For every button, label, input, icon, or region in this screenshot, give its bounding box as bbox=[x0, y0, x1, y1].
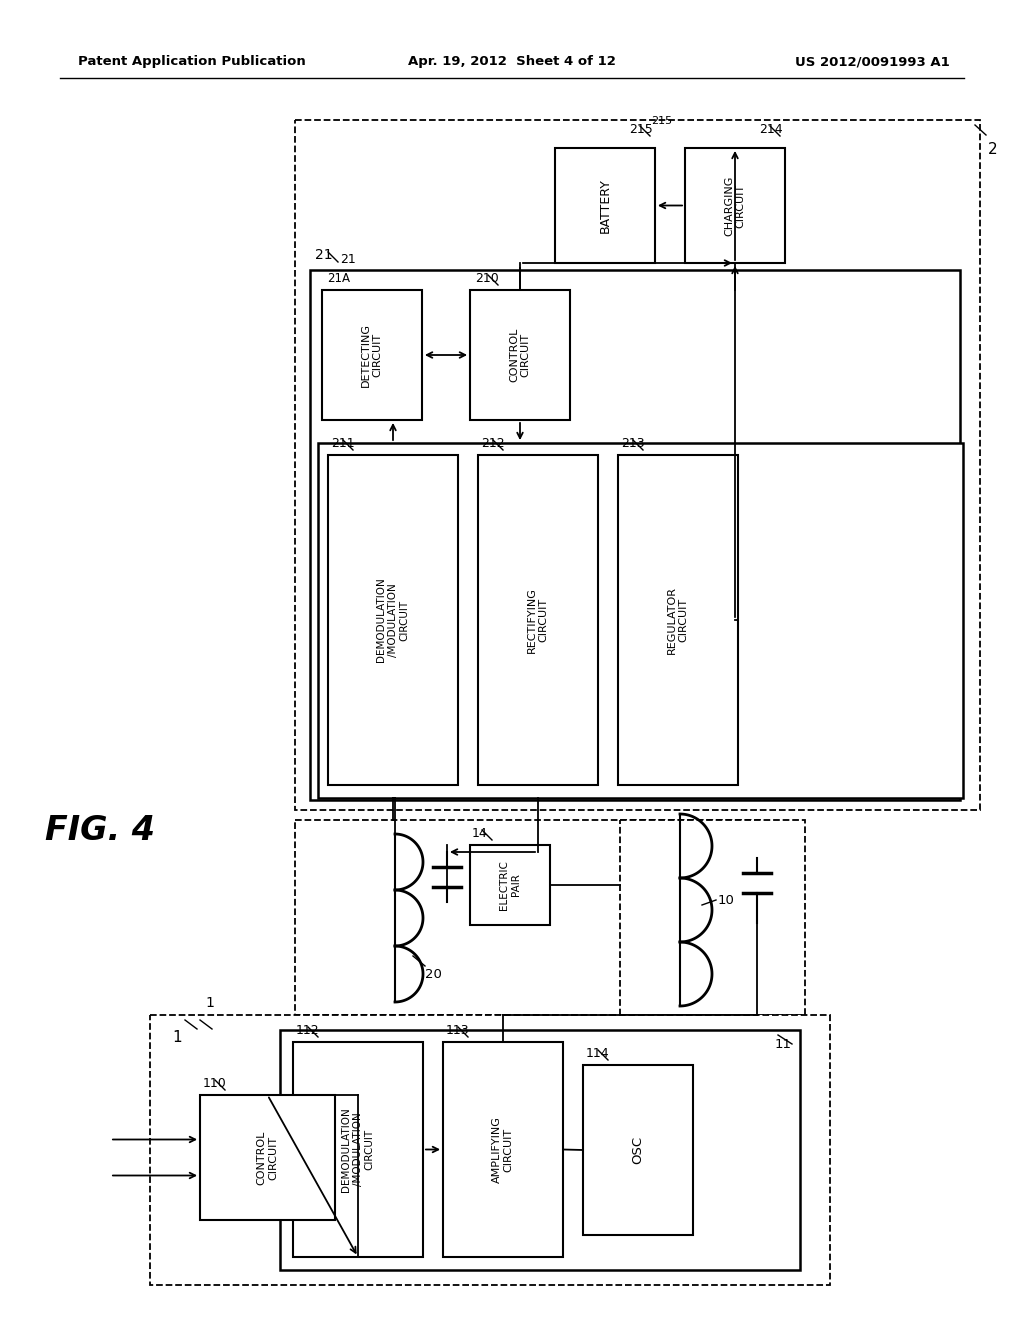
Text: DETECTING
CIRCUIT: DETECTING CIRCUIT bbox=[361, 323, 383, 387]
Text: 211: 211 bbox=[331, 437, 354, 450]
Text: 21: 21 bbox=[315, 248, 333, 261]
FancyBboxPatch shape bbox=[478, 455, 598, 785]
FancyBboxPatch shape bbox=[583, 1065, 693, 1236]
FancyBboxPatch shape bbox=[470, 290, 570, 420]
FancyBboxPatch shape bbox=[200, 1096, 335, 1220]
FancyBboxPatch shape bbox=[443, 1041, 563, 1257]
Text: 10: 10 bbox=[718, 894, 735, 907]
FancyBboxPatch shape bbox=[618, 455, 738, 785]
FancyBboxPatch shape bbox=[310, 271, 961, 800]
Text: 2: 2 bbox=[988, 143, 997, 157]
Text: 113: 113 bbox=[446, 1024, 470, 1038]
FancyBboxPatch shape bbox=[328, 455, 458, 785]
Text: DEMODULATION
/MODULATION
CIRCUIT: DEMODULATION /MODULATION CIRCUIT bbox=[341, 1107, 375, 1192]
Text: 14: 14 bbox=[472, 828, 487, 840]
Text: CONTROL
CIRCUIT: CONTROL CIRCUIT bbox=[509, 327, 530, 383]
Text: DEMODULATION
/MODULATION
CIRCUIT: DEMODULATION /MODULATION CIRCUIT bbox=[377, 578, 410, 663]
Text: 215: 215 bbox=[651, 116, 672, 125]
FancyBboxPatch shape bbox=[318, 444, 963, 799]
Text: 214: 214 bbox=[760, 123, 783, 136]
Text: 212: 212 bbox=[481, 437, 505, 450]
Text: 210: 210 bbox=[475, 272, 499, 285]
Text: RECTIFYING
CIRCUIT: RECTIFYING CIRCUIT bbox=[527, 587, 549, 653]
FancyBboxPatch shape bbox=[280, 1030, 800, 1270]
Text: REGULATOR
CIRCUIT: REGULATOR CIRCUIT bbox=[668, 586, 689, 653]
Text: 1: 1 bbox=[206, 997, 214, 1010]
FancyBboxPatch shape bbox=[555, 148, 655, 263]
Text: 11: 11 bbox=[775, 1038, 792, 1051]
Text: Patent Application Publication: Patent Application Publication bbox=[78, 55, 306, 69]
FancyBboxPatch shape bbox=[295, 120, 980, 810]
Text: ELECTRIC
PAIR: ELECTRIC PAIR bbox=[500, 861, 521, 909]
Text: 112: 112 bbox=[296, 1024, 319, 1038]
FancyBboxPatch shape bbox=[470, 845, 550, 925]
Text: FIG. 4: FIG. 4 bbox=[45, 813, 155, 846]
Text: 215: 215 bbox=[630, 123, 653, 136]
Text: 21A: 21A bbox=[327, 272, 350, 285]
Text: 114: 114 bbox=[586, 1047, 609, 1060]
FancyBboxPatch shape bbox=[620, 820, 805, 1015]
FancyBboxPatch shape bbox=[150, 1015, 830, 1284]
Text: 20: 20 bbox=[425, 968, 442, 981]
FancyBboxPatch shape bbox=[322, 290, 422, 420]
Text: CHARGING
CIRCUIT: CHARGING CIRCUIT bbox=[724, 176, 745, 236]
Text: 110: 110 bbox=[203, 1077, 226, 1090]
Text: AMPLIFYING
CIRCUIT: AMPLIFYING CIRCUIT bbox=[493, 1117, 514, 1183]
FancyBboxPatch shape bbox=[295, 820, 760, 1015]
Text: BATTERY: BATTERY bbox=[598, 178, 611, 232]
Text: 213: 213 bbox=[621, 437, 645, 450]
Text: 21: 21 bbox=[340, 253, 355, 267]
Text: US 2012/0091993 A1: US 2012/0091993 A1 bbox=[796, 55, 950, 69]
Text: 1: 1 bbox=[172, 1030, 181, 1045]
FancyBboxPatch shape bbox=[685, 148, 785, 263]
Text: OSC: OSC bbox=[632, 1137, 644, 1164]
Text: CONTROL
CIRCUIT: CONTROL CIRCUIT bbox=[257, 1130, 279, 1184]
FancyBboxPatch shape bbox=[293, 1041, 423, 1257]
Text: Apr. 19, 2012  Sheet 4 of 12: Apr. 19, 2012 Sheet 4 of 12 bbox=[408, 55, 616, 69]
